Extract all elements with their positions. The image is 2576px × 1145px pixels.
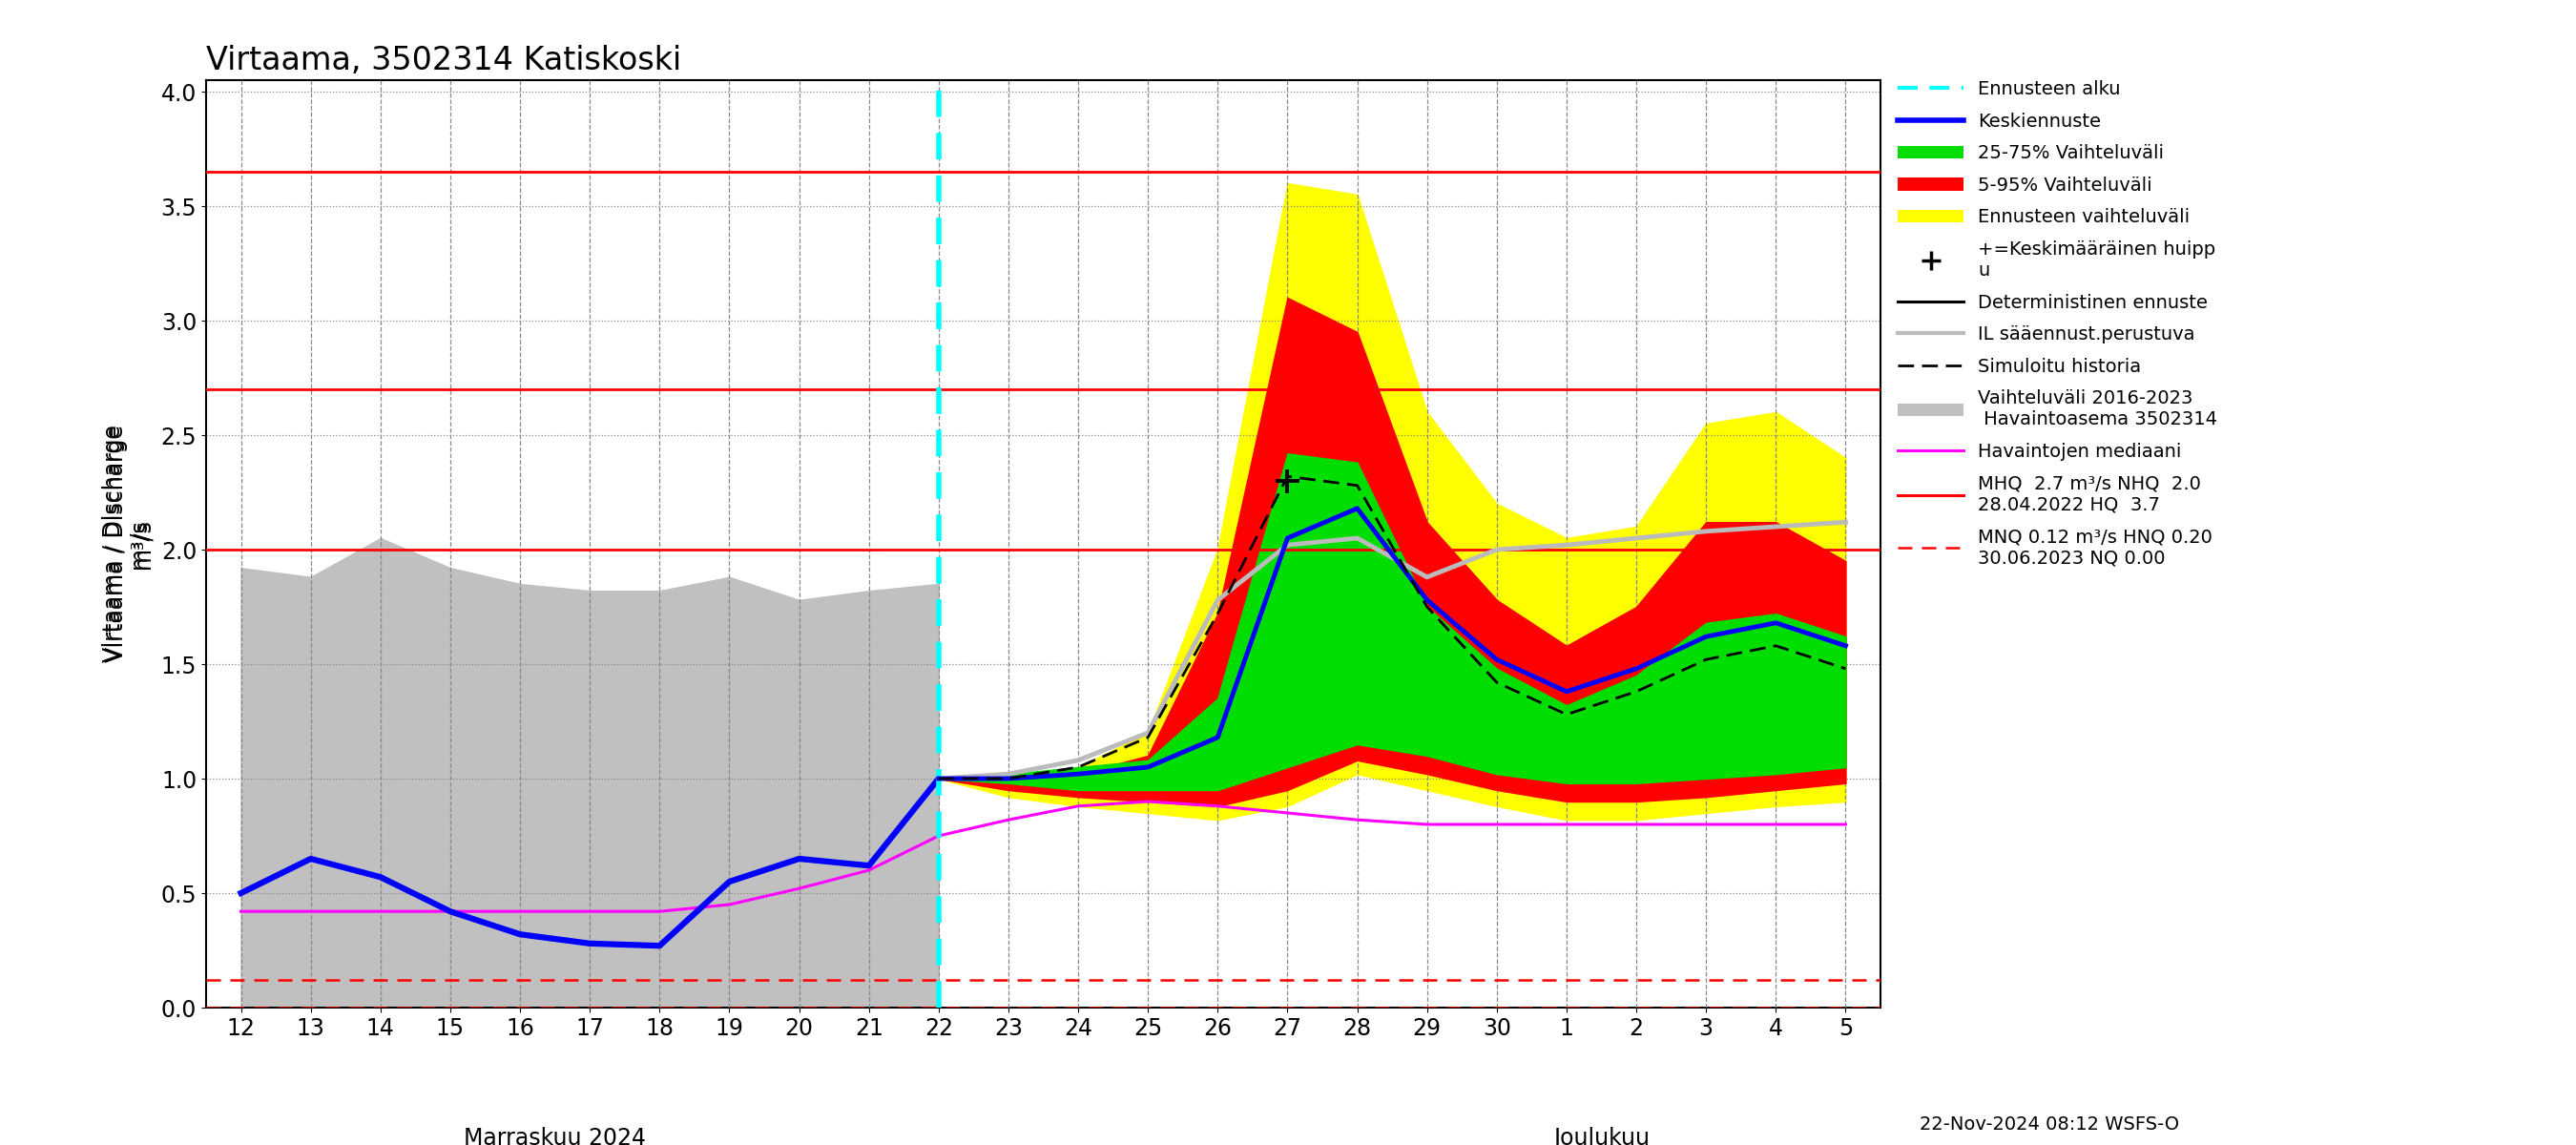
Text: m³/s: m³/s [129, 519, 149, 569]
Text: Virtaama, 3502314 Katiskoski: Virtaama, 3502314 Katiskoski [206, 45, 683, 77]
Y-axis label: Virtaama / Discharge
m³/s: Virtaama / Discharge m³/s [106, 425, 155, 663]
Text: Marraskuu 2024
November: Marraskuu 2024 November [464, 1127, 647, 1145]
Legend: Ennusteen alku, Keskiennuste, 25-75% Vaihteluväli, 5-95% Vaihteluväli, Ennusteen: Ennusteen alku, Keskiennuste, 25-75% Vai… [1899, 80, 2218, 567]
Text: 22-Nov-2024 08:12 WSFS-O: 22-Nov-2024 08:12 WSFS-O [1919, 1115, 2179, 1134]
Text: Joulukuu
December: Joulukuu December [1543, 1127, 1659, 1145]
Text: Virtaama / Discharge: Virtaama / Discharge [103, 425, 126, 663]
